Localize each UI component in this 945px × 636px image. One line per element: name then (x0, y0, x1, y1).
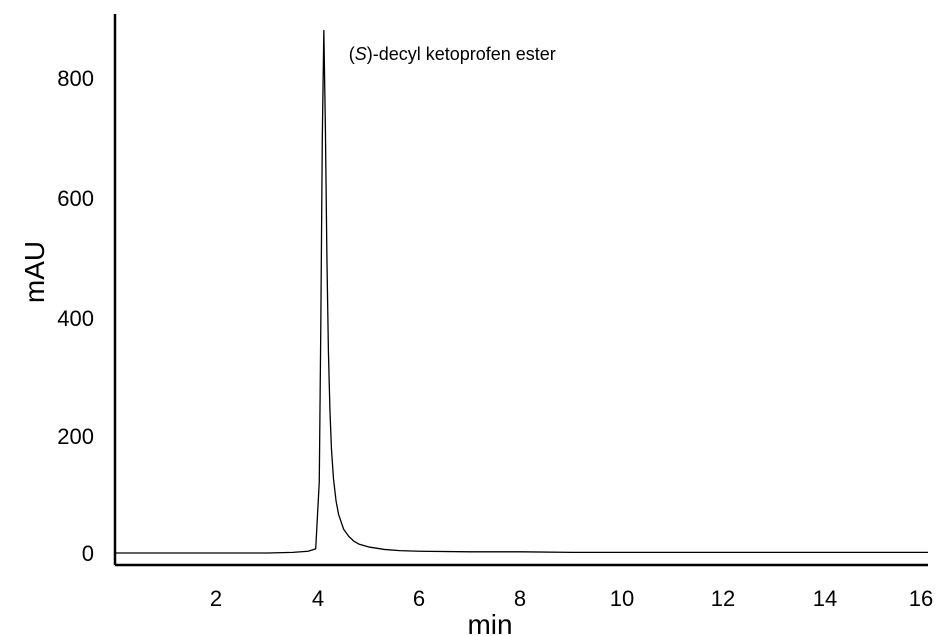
chromatogram-trace (115, 29, 928, 554)
y-tick-label: 600 (57, 186, 94, 211)
y-tick-label: 400 (57, 306, 94, 331)
x-tick-label: 12 (711, 586, 735, 611)
x-tick-label: 10 (610, 586, 634, 611)
x-axis-title: min (467, 609, 512, 636)
y-axis-title: mAU (19, 241, 50, 303)
x-tick-labels: 2 4 6 8 10 12 14 16 (210, 586, 933, 611)
annotation-open-paren: ( (349, 44, 355, 64)
series-layer (115, 29, 928, 554)
x-tick-label: 8 (514, 586, 526, 611)
peak-annotation: (S)-decyl ketoprofen ester (349, 44, 556, 64)
annotation-compound-name: )-decyl ketoprofen ester (367, 44, 556, 64)
x-tick-label: 2 (210, 586, 222, 611)
x-tick-label: 6 (413, 586, 425, 611)
x-tick-label: 4 (312, 586, 324, 611)
annotation-stereo-descriptor: S (355, 44, 367, 64)
y-tick-label: 800 (57, 66, 94, 91)
y-tick-label: 0 (82, 541, 94, 566)
x-tick-label: 14 (813, 586, 837, 611)
y-tick-labels: 0 200 400 800 600 (57, 66, 94, 566)
x-tick-label: 16 (909, 586, 933, 611)
y-tick-label: 200 (57, 424, 94, 449)
